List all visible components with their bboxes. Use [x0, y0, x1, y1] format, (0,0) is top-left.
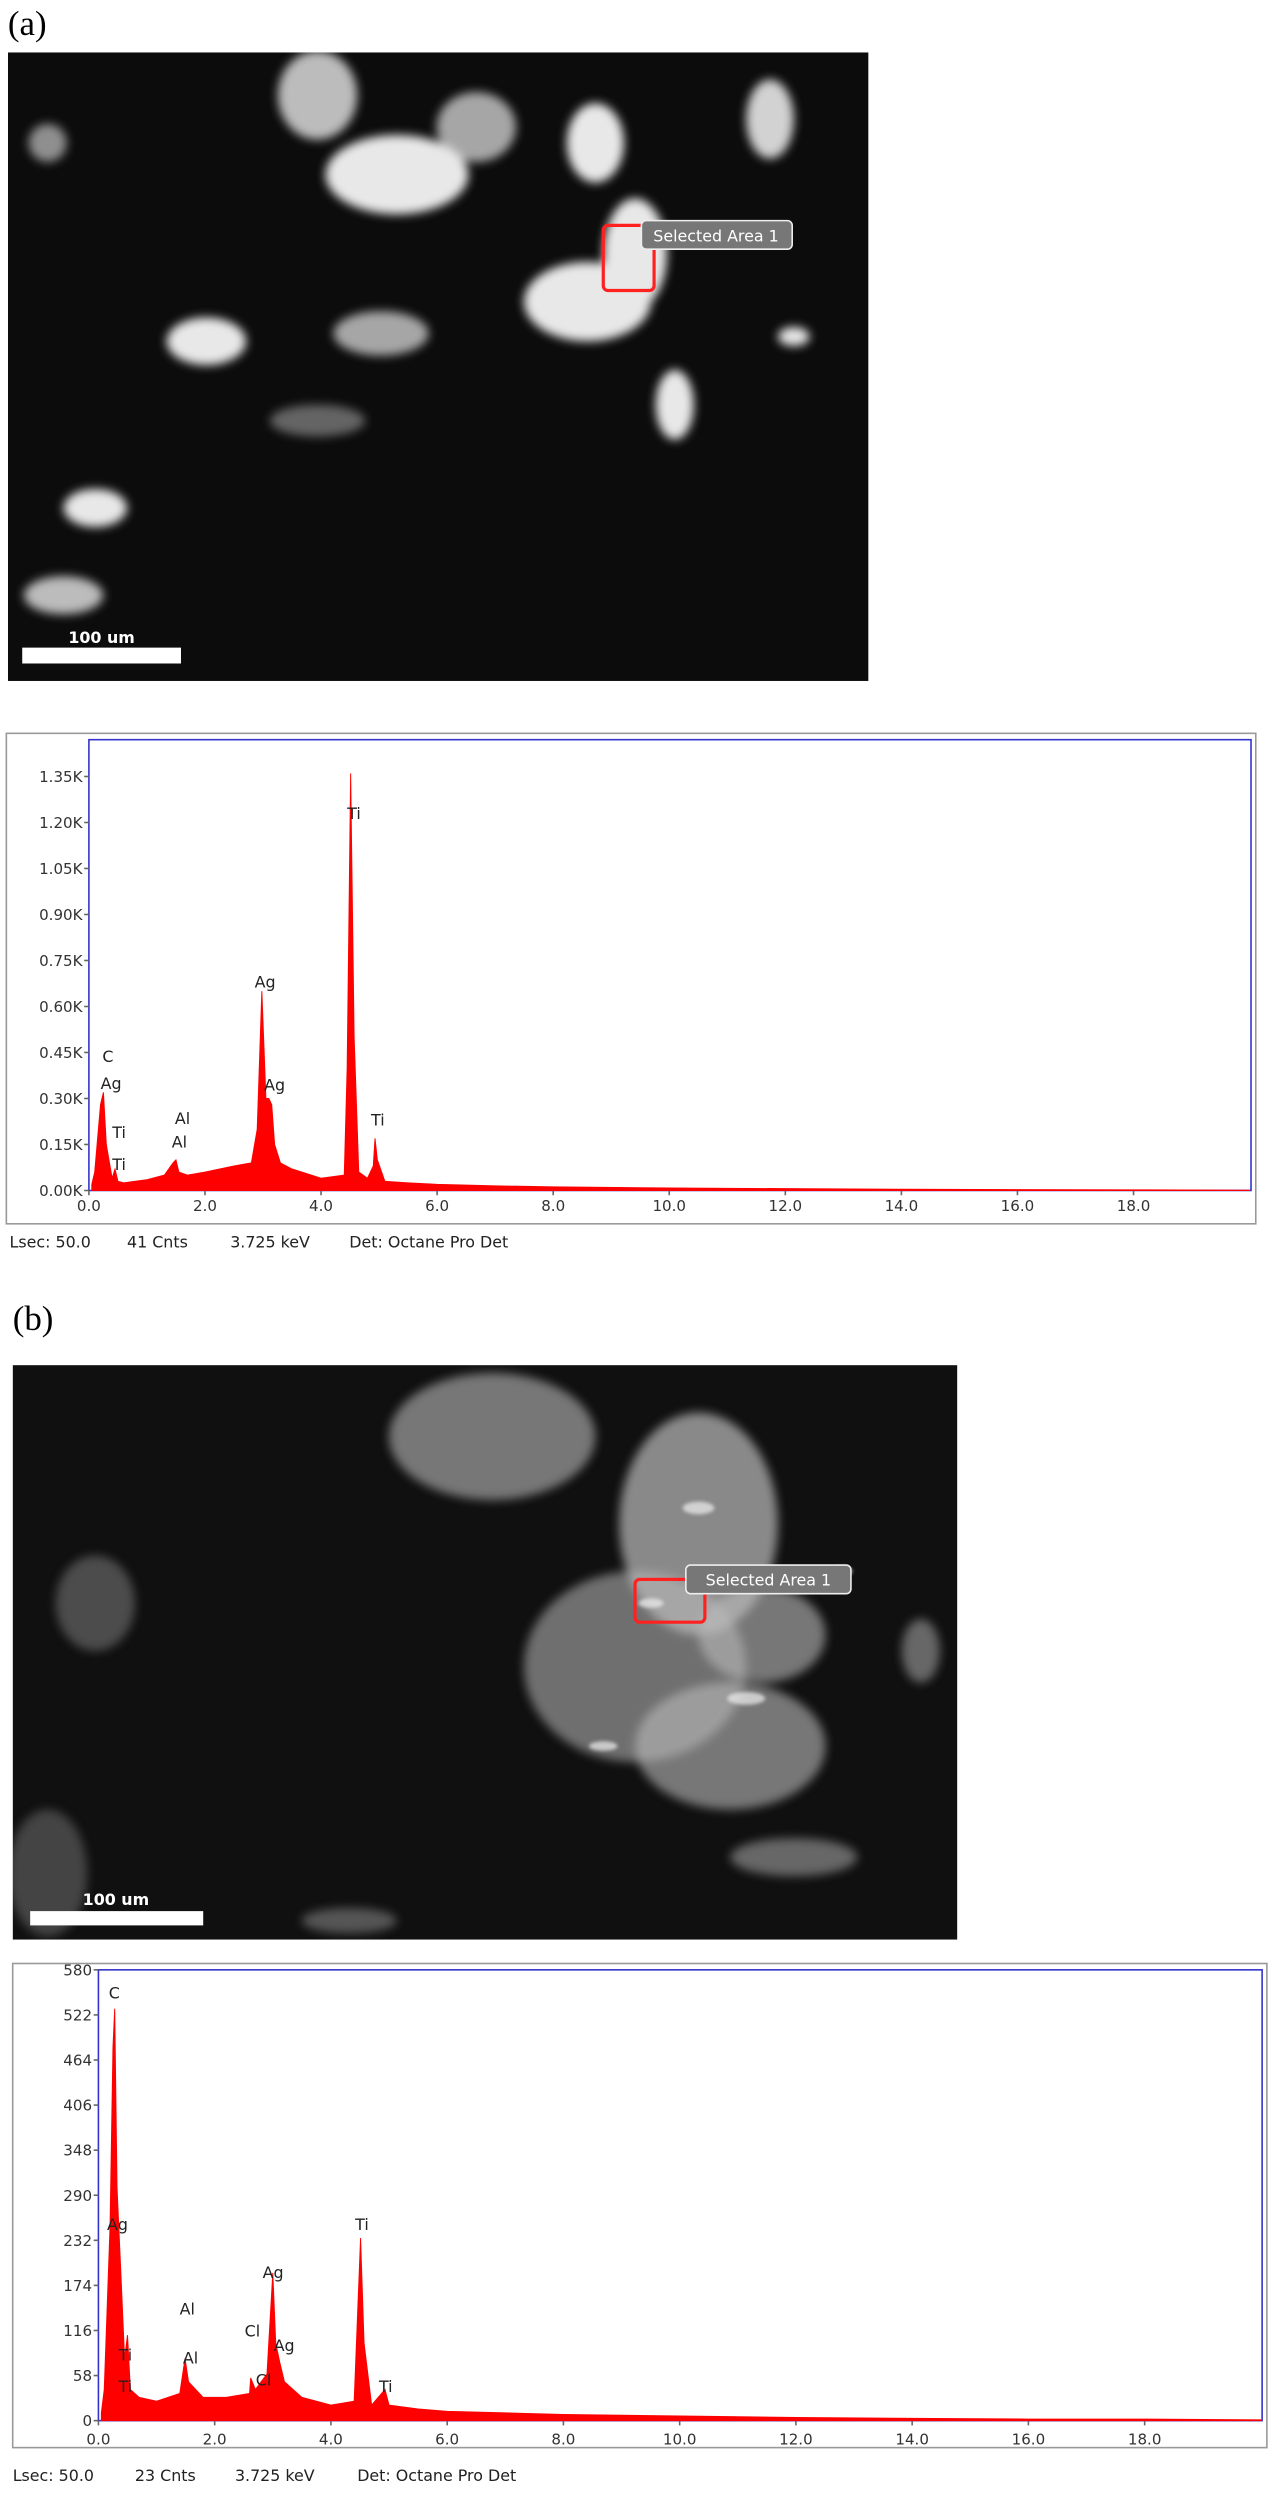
peak-label: Cl	[245, 2322, 260, 2341]
peak-label: Ti	[354, 2215, 369, 2234]
selection-label: Selected Area 1	[706, 1571, 831, 1590]
y-tick-label: 348	[63, 2142, 92, 2160]
y-tick-label: 116	[63, 2322, 92, 2340]
y-tick-label: 0	[82, 2412, 92, 2430]
scale-bar-label: 100 um	[83, 1890, 149, 1909]
footer-text: 3.725 keV	[230, 1233, 310, 1252]
sem-image	[12, 1365, 958, 1940]
scale-bar	[30, 1911, 204, 1926]
x-tick-label: 4.0	[319, 2430, 343, 2448]
spectrum-frame	[11, 1962, 1268, 2449]
y-tick-label: 0.45K	[39, 1044, 84, 1062]
y-tick-label: 0.30K	[39, 1090, 84, 1108]
peak-label: C	[109, 1983, 120, 2002]
footer-text: Lsec: 50.0	[13, 2466, 94, 2485]
x-tick-label: 2.0	[193, 1197, 217, 1215]
x-tick-label: 18.0	[1128, 2430, 1162, 2448]
peak-label: Al	[183, 2348, 198, 2367]
spectrum-frame	[5, 732, 1257, 1225]
x-tick-label: 12.0	[769, 1197, 803, 1215]
peak-label: Al	[172, 1133, 187, 1152]
peak-label: Ti	[346, 804, 361, 823]
scale-bar	[22, 647, 181, 664]
selection-label: Selected Area 1	[653, 226, 778, 245]
spectrum-area	[100, 2008, 1262, 2422]
y-tick-label: 406	[63, 2097, 92, 2115]
peak-label: Ti	[118, 2345, 133, 2364]
peak-label: Ag	[274, 2336, 295, 2355]
x-tick-label: 16.0	[1001, 1197, 1035, 1215]
peak-label: Al	[180, 2299, 195, 2318]
y-tick-label: 58	[73, 2367, 92, 2385]
x-tick-label: 18.0	[1117, 1197, 1151, 1215]
peak-label: Ag	[255, 972, 276, 991]
y-tick-label: 522	[63, 2006, 92, 2024]
x-tick-label: 6.0	[425, 1197, 449, 1215]
x-tick-label: 14.0	[895, 2430, 929, 2448]
plot-area	[88, 738, 1252, 1192]
sem-image	[7, 52, 869, 681]
peak-label: Ag	[263, 2263, 284, 2282]
peak-label: Ag	[107, 2215, 128, 2234]
y-tick-label: 1.05K	[39, 860, 84, 878]
x-tick-label: 14.0	[885, 1197, 919, 1215]
footer-text: 23 Cnts	[135, 2466, 196, 2485]
x-tick-label: 0.0	[77, 1197, 101, 1215]
peak-label: Ti	[378, 2377, 393, 2396]
y-tick-label: 1.35K	[39, 768, 84, 786]
spectrum-area	[91, 773, 1251, 1191]
y-tick-label: 0.75K	[39, 952, 84, 970]
peak-label: C	[102, 1047, 113, 1066]
peak-label: Cl	[256, 2371, 271, 2390]
selection-label-box	[640, 219, 793, 250]
panel-label: (a)	[8, 4, 47, 43]
x-tick-label: 10.0	[663, 2430, 697, 2448]
footer-text: 3.725 keV	[235, 2466, 315, 2485]
y-tick-label: 174	[63, 2277, 92, 2295]
y-tick-label: 1.20K	[39, 814, 84, 832]
x-tick-label: 10.0	[652, 1197, 686, 1215]
x-tick-label: 0.0	[86, 2430, 110, 2448]
x-tick-label: 8.0	[551, 2430, 575, 2448]
footer-text: Det: Octane Pro Det	[349, 1233, 508, 1252]
peak-label: Ti	[111, 1155, 126, 1174]
y-tick-label: 464	[63, 2052, 92, 2070]
peak-label: Ti	[118, 2377, 133, 2396]
selection-box	[601, 223, 656, 293]
peak-label: Ti	[111, 1123, 126, 1142]
x-tick-label: 4.0	[309, 1197, 333, 1215]
selection-box	[633, 1577, 707, 1624]
peak-label: Ag	[264, 1075, 285, 1094]
peak-label: Ti	[370, 1110, 385, 1129]
y-tick-label: 0.60K	[39, 998, 84, 1016]
y-tick-label: 0.00K	[39, 1182, 84, 1200]
y-tick-label: 0.90K	[39, 906, 84, 924]
peak-label: Ag	[101, 1074, 122, 1093]
x-tick-label: 8.0	[541, 1197, 565, 1215]
peak-label: Al	[175, 1109, 190, 1128]
y-tick-label: 0.15K	[39, 1136, 84, 1154]
x-tick-label: 2.0	[203, 2430, 227, 2448]
selection-label-box	[685, 1564, 852, 1595]
x-tick-label: 6.0	[435, 2430, 459, 2448]
footer-text: Lsec: 50.0	[10, 1233, 91, 1252]
footer-text: 41 Cnts	[127, 1233, 188, 1252]
x-tick-label: 12.0	[779, 2430, 813, 2448]
y-tick-label: 290	[63, 2187, 92, 2205]
scale-bar-label: 100 um	[68, 628, 134, 647]
panel-label: (b)	[13, 1299, 54, 1338]
footer-text: Det: Octane Pro Det	[357, 2466, 516, 2485]
y-tick-label: 580	[63, 1961, 92, 1979]
y-tick-label: 232	[63, 2232, 92, 2250]
x-tick-label: 16.0	[1012, 2430, 1046, 2448]
